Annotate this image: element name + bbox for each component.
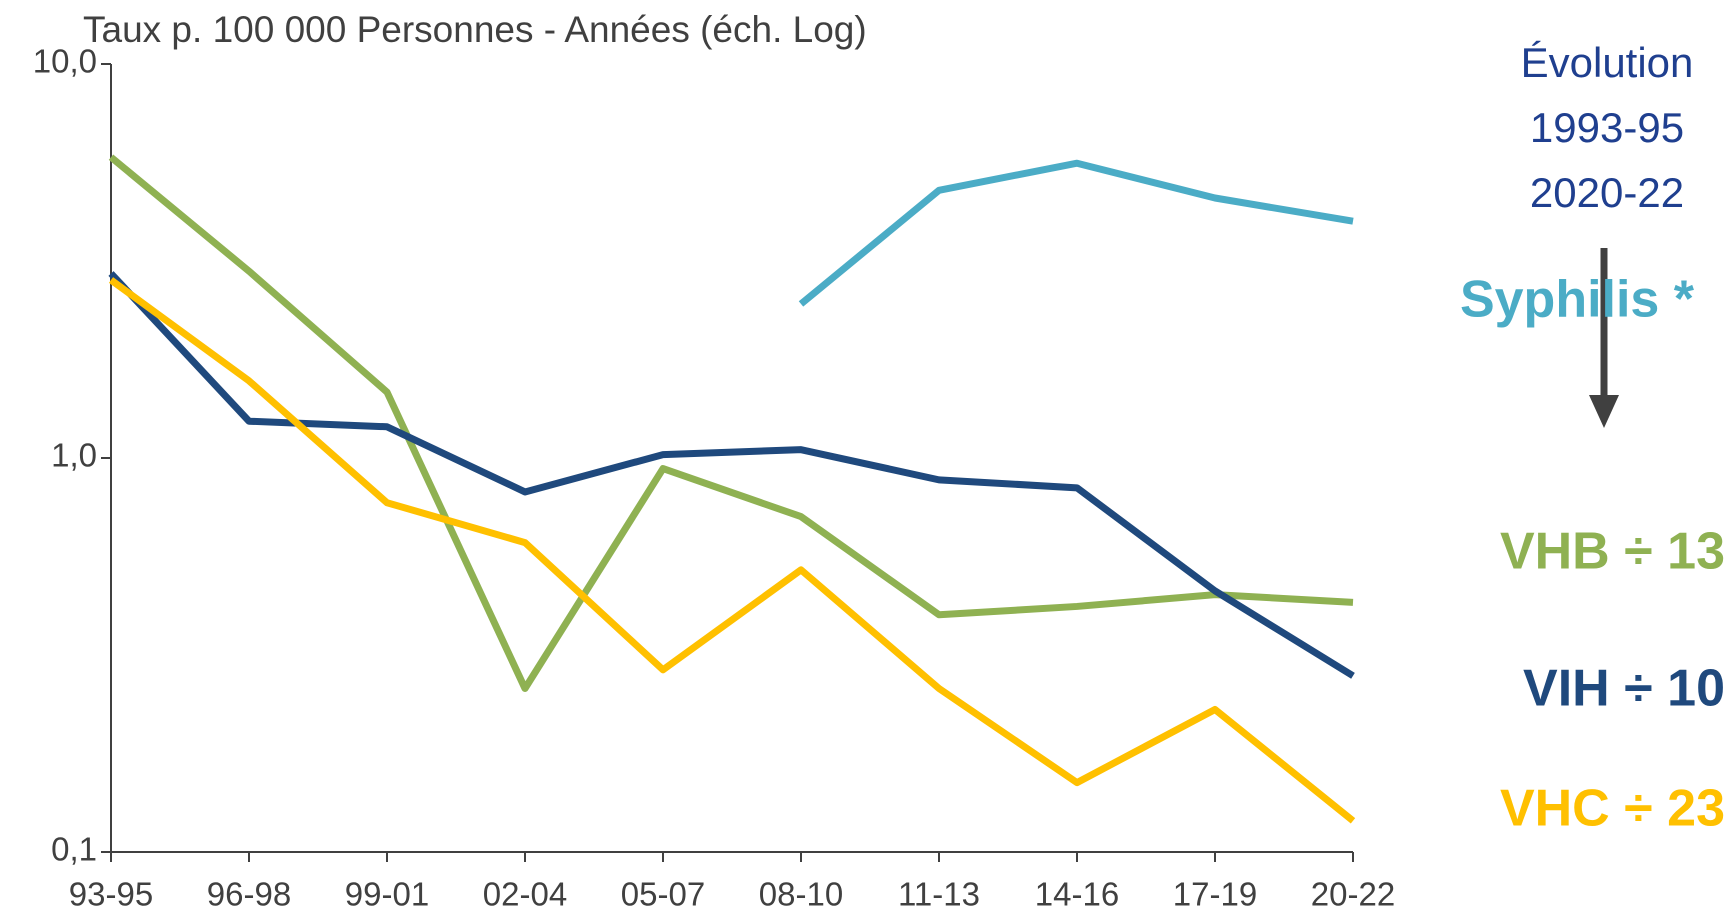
series-label: Syphilis * — [1460, 271, 1695, 329]
y-tick-label: 1,0 — [51, 437, 97, 474]
series-label: VHB ÷ 13 — [1500, 523, 1725, 581]
x-tick-label: 20-22 — [1311, 876, 1395, 913]
x-tick-label: 05-07 — [621, 876, 705, 913]
x-tick-label: 08-10 — [759, 876, 843, 913]
arrow-head — [1589, 395, 1619, 428]
series-label: VIH ÷ 10 — [1523, 660, 1725, 718]
series-line — [108, 271, 1355, 679]
x-tick-label: 96-98 — [207, 876, 291, 913]
x-tick-label: 11-13 — [898, 876, 980, 913]
y-tick-label: 0,1 — [51, 831, 97, 868]
x-tick-label: 02-04 — [483, 876, 567, 913]
x-tick-label: 14-16 — [1035, 876, 1119, 913]
y-tick-label: 10,0 — [33, 43, 97, 80]
x-tick-label: 17-19 — [1173, 876, 1257, 913]
series-line — [108, 154, 1354, 692]
series-line — [108, 277, 1356, 824]
x-tick-label: 99-01 — [345, 876, 429, 913]
annotation: Évolution — [1521, 39, 1694, 86]
series-line — [798, 159, 1354, 307]
annotation: 1993-95 — [1530, 104, 1684, 151]
x-tick-label: 93-95 — [69, 876, 153, 913]
chart-title: Taux p. 100 000 Personnes - Années (éch.… — [83, 9, 867, 50]
annotation: 2020-22 — [1530, 169, 1684, 216]
series-label: VHC ÷ 23 — [1500, 780, 1725, 838]
